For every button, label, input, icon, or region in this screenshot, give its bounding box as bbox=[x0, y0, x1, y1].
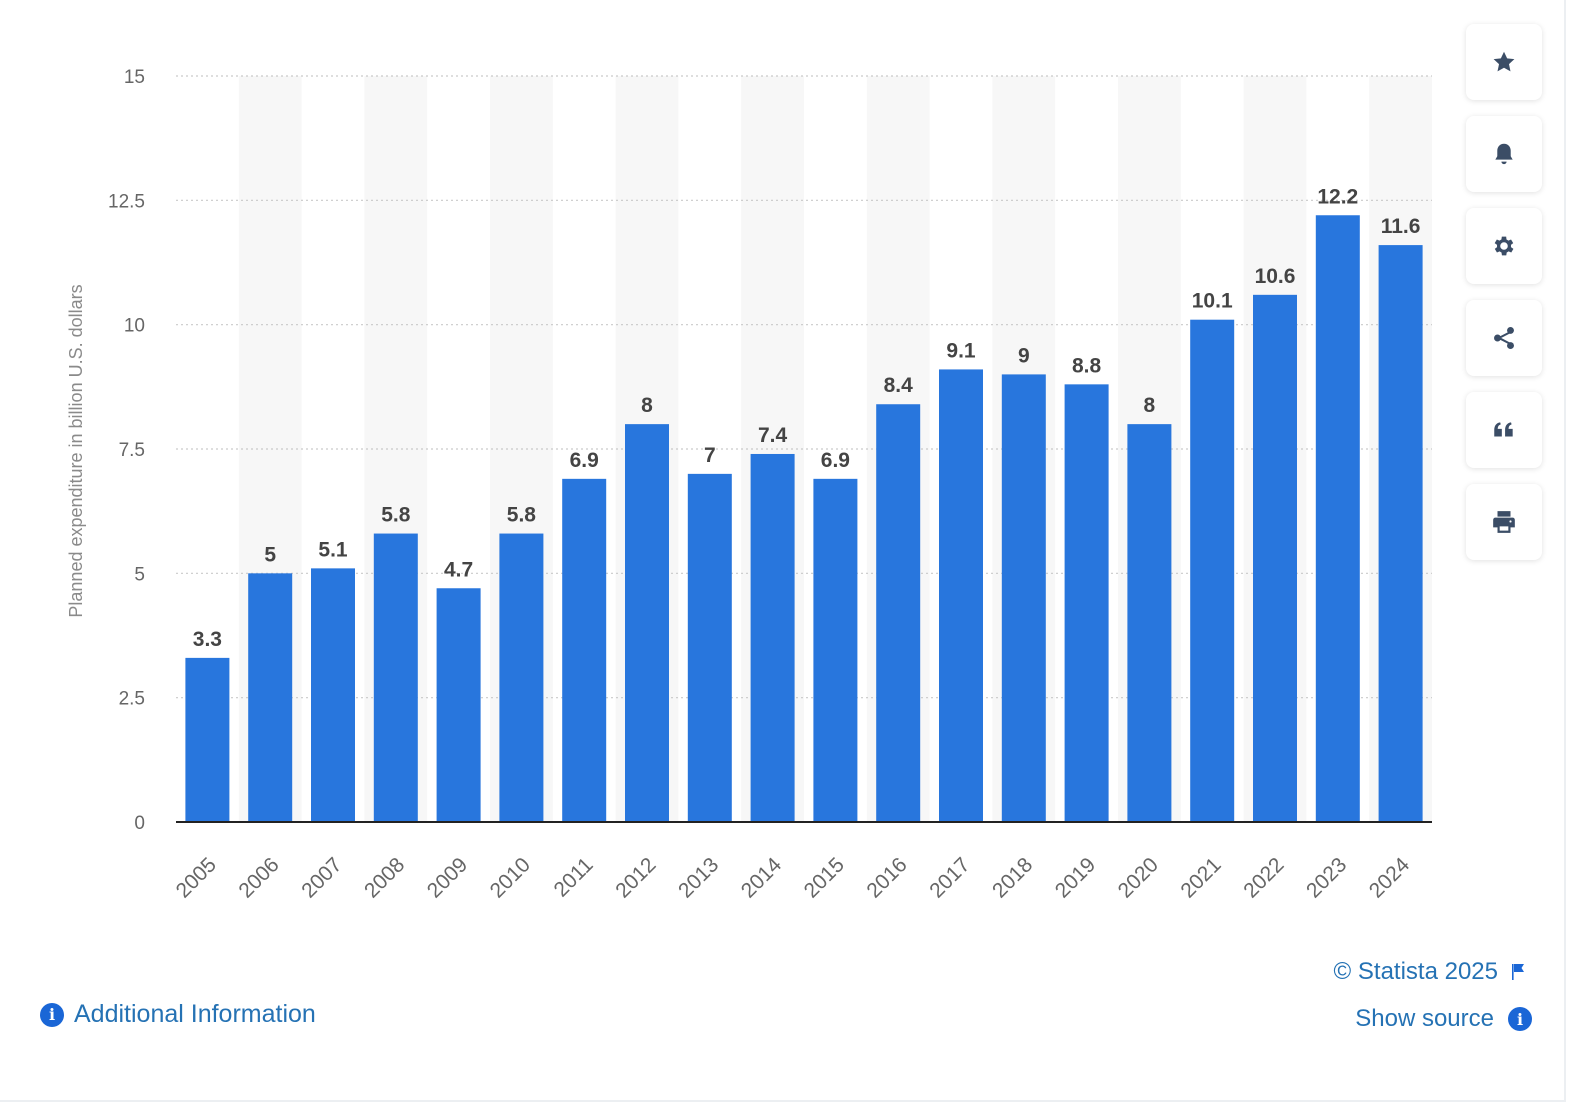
copyright-link[interactable]: © Statista 2025 bbox=[1334, 958, 1526, 986]
cite-button[interactable] bbox=[1466, 392, 1542, 468]
bar[interactable] bbox=[1253, 294, 1297, 822]
x-tick-label: 2014 bbox=[737, 853, 787, 903]
bell-icon bbox=[1495, 143, 1513, 165]
value-label: 10.1 bbox=[1192, 290, 1233, 313]
favorite-button[interactable] bbox=[1466, 24, 1542, 100]
x-tick-label: 2017 bbox=[925, 853, 974, 902]
bar[interactable] bbox=[562, 478, 607, 822]
additional-information-link[interactable]: i Additional Information bbox=[40, 1000, 316, 1029]
y-tick-label: 7.5 bbox=[119, 440, 145, 461]
bar[interactable] bbox=[813, 478, 858, 822]
x-tick-label: 2005 bbox=[172, 853, 221, 902]
flag-icon[interactable] bbox=[1510, 963, 1526, 981]
x-tick-label: 2012 bbox=[611, 853, 660, 902]
value-labels: 3.3 5 5.1 5.8 4.7 5.8 6.9 8 7 7.4 6.9 8.4 9.1 9 8.8 8 10… bbox=[193, 185, 1421, 651]
value-label: 7 bbox=[704, 444, 716, 467]
notification-button[interactable] bbox=[1466, 116, 1542, 192]
bar[interactable] bbox=[625, 424, 669, 822]
x-tick-label: 2022 bbox=[1239, 853, 1288, 902]
value-label: 7.4 bbox=[758, 424, 788, 447]
y-tick-label: 0 bbox=[134, 813, 145, 834]
bar[interactable] bbox=[876, 404, 921, 822]
x-tick-label: 2020 bbox=[1114, 853, 1163, 902]
x-tick-label: 2013 bbox=[674, 853, 723, 902]
info-icon: i bbox=[1508, 1007, 1532, 1031]
star-icon bbox=[1493, 51, 1515, 72]
bar[interactable] bbox=[1378, 245, 1423, 823]
value-label: 9.1 bbox=[946, 339, 976, 362]
show-source-link[interactable]: Show source i bbox=[1355, 1005, 1532, 1033]
value-label: 8 bbox=[1144, 394, 1156, 417]
value-label: 8 bbox=[641, 394, 653, 417]
value-label: 6.9 bbox=[570, 449, 599, 472]
bar[interactable] bbox=[1064, 384, 1109, 822]
value-label: 6.9 bbox=[821, 449, 850, 472]
bar[interactable] bbox=[436, 588, 481, 822]
gear-icon bbox=[1494, 236, 1514, 256]
value-label: 5.1 bbox=[318, 538, 348, 561]
bar[interactable] bbox=[939, 369, 983, 822]
value-label: 5 bbox=[264, 543, 276, 566]
bar[interactable] bbox=[499, 533, 544, 822]
x-tick-label: 2019 bbox=[1051, 853, 1100, 902]
x-tick-label: 2011 bbox=[550, 853, 598, 901]
y-tick-label: 10 bbox=[124, 316, 145, 337]
copyright-label: © Statista 2025 bbox=[1333, 958, 1498, 985]
additional-information-label: Additional Information bbox=[74, 1000, 316, 1028]
x-tick-label: 2007 bbox=[297, 853, 346, 902]
value-label: 3.3 bbox=[193, 628, 222, 651]
value-label: 12.2 bbox=[1317, 185, 1358, 208]
value-label: 11.6 bbox=[1381, 215, 1421, 238]
print-icon bbox=[1493, 511, 1515, 533]
bar[interactable] bbox=[248, 573, 293, 822]
share-button[interactable] bbox=[1466, 300, 1542, 376]
bar[interactable] bbox=[311, 568, 355, 822]
x-tick-label: 2023 bbox=[1302, 853, 1351, 902]
value-label: 10.6 bbox=[1255, 265, 1296, 288]
bar[interactable] bbox=[687, 473, 732, 822]
bar[interactable] bbox=[1190, 319, 1235, 822]
y-tick-label: 2.5 bbox=[119, 689, 145, 710]
value-label: 9 bbox=[1018, 344, 1030, 367]
x-tick-label: 2018 bbox=[988, 853, 1037, 902]
side-toolbar bbox=[1466, 24, 1542, 576]
share-icon bbox=[1494, 326, 1514, 350]
value-label: 8.8 bbox=[1072, 354, 1102, 377]
bar[interactable] bbox=[1127, 424, 1172, 822]
x-tick-label: 2006 bbox=[234, 853, 283, 902]
x-tick-label: 2010 bbox=[486, 853, 535, 902]
bar[interactable] bbox=[1001, 374, 1046, 822]
settings-button[interactable] bbox=[1466, 208, 1542, 284]
x-tick-label: 2021 bbox=[1176, 853, 1225, 902]
x-tick-label: 2016 bbox=[862, 853, 911, 902]
x-tick-label: 2009 bbox=[423, 853, 472, 902]
value-label: 5.8 bbox=[507, 504, 537, 527]
x-tick-label: 2024 bbox=[1365, 853, 1415, 903]
y-tick-label: 12.5 bbox=[108, 191, 145, 212]
value-label: 8.4 bbox=[884, 374, 914, 397]
y-axis-title: Planned expenditure in billion U.S. doll… bbox=[66, 284, 86, 617]
info-icon: i bbox=[40, 1002, 64, 1027]
show-source-label: Show source bbox=[1355, 1005, 1494, 1032]
bars bbox=[185, 215, 1423, 823]
value-label: 5.8 bbox=[381, 504, 411, 527]
y-axis-ticks: 0 2.5 5 7.5 10 12.5 15 bbox=[108, 67, 145, 834]
bar[interactable] bbox=[373, 533, 418, 822]
bar[interactable] bbox=[185, 657, 230, 822]
y-tick-label: 5 bbox=[134, 564, 145, 585]
print-button[interactable] bbox=[1466, 484, 1542, 560]
bar[interactable] bbox=[750, 453, 795, 822]
bar[interactable] bbox=[1315, 215, 1360, 823]
quote-icon bbox=[1494, 422, 1513, 437]
x-tick-label: 2015 bbox=[800, 853, 849, 902]
value-label: 4.7 bbox=[444, 558, 473, 581]
y-tick-label: 15 bbox=[124, 67, 145, 88]
x-tick-label: 2008 bbox=[360, 853, 409, 902]
x-axis-ticks: 2005 2006 2007 2008 2009 2010 2011 2012 2013 2014… bbox=[172, 853, 1415, 903]
